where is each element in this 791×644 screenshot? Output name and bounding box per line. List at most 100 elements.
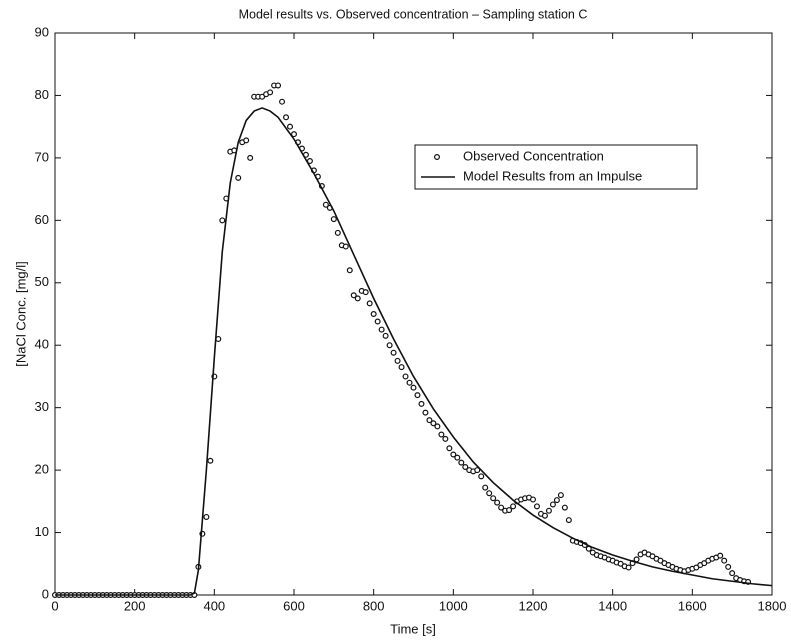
observed-point — [430, 420, 437, 427]
observed-point — [275, 82, 282, 89]
x-tick-label: 0 — [51, 598, 58, 613]
observed-point — [533, 503, 540, 510]
observed-point — [334, 229, 341, 236]
x-tick-label: 800 — [363, 598, 385, 613]
observed-point — [458, 459, 465, 466]
observed-point — [717, 552, 724, 559]
observed-point — [426, 417, 433, 424]
observed-point — [394, 357, 401, 364]
observed-point — [565, 517, 572, 524]
observed-point — [625, 564, 632, 571]
observed-point — [346, 267, 353, 274]
observed-point — [462, 463, 469, 470]
observed-point — [490, 495, 497, 502]
observed-point — [410, 384, 417, 391]
observed-point — [291, 131, 298, 138]
x-tick-label: 600 — [283, 598, 305, 613]
y-tick-label: 70 — [35, 149, 49, 164]
y-tick-label: 20 — [35, 462, 49, 477]
observed-point — [370, 311, 377, 318]
observed-point — [478, 473, 485, 480]
observed-point — [529, 496, 536, 503]
observed-point — [374, 318, 381, 325]
x-tick-label: 1600 — [678, 598, 707, 613]
observed-point — [247, 154, 254, 161]
plot-frame — [54, 32, 773, 596]
observed-point — [721, 557, 728, 564]
observed-point — [561, 504, 568, 511]
observed-point — [219, 217, 226, 224]
observed-point — [422, 409, 429, 416]
legend-marker — [434, 154, 441, 161]
observed-point — [482, 484, 489, 491]
observed-point — [354, 295, 361, 302]
x-tick-label: 1400 — [598, 598, 627, 613]
observed-point — [267, 89, 274, 96]
observed-point — [330, 216, 337, 223]
x-tick-label: 1200 — [519, 598, 548, 613]
observed-point — [633, 556, 640, 563]
observed-point — [549, 501, 556, 508]
observed-point — [474, 467, 481, 474]
y-tick-label: 10 — [35, 524, 49, 539]
observed-point — [450, 451, 457, 458]
y-tick-label: 80 — [35, 87, 49, 102]
y-tick-label: 50 — [35, 274, 49, 289]
observed-point — [510, 503, 517, 510]
observed-point — [486, 490, 493, 497]
observed-point — [287, 123, 294, 130]
observed-point — [494, 499, 501, 506]
observed-point — [386, 342, 393, 349]
observed-point — [434, 423, 441, 430]
observed-point — [729, 570, 736, 577]
observed-point — [454, 454, 461, 461]
observed-point — [398, 364, 405, 371]
x-tick-label: 400 — [203, 598, 225, 613]
observed-point — [207, 457, 214, 464]
observed-point — [418, 400, 425, 407]
y-tick-label: 0 — [42, 586, 49, 601]
observed-point — [557, 492, 564, 499]
legend-label: Model Results from an Impulse — [463, 168, 642, 183]
chart-title: Model results vs. Observed concentration… — [239, 7, 588, 21]
observed-point — [498, 504, 505, 511]
y-tick-label: 90 — [35, 24, 49, 39]
observed-point — [725, 563, 732, 570]
y-axis-label: [NaCl Conc. [mg/l] — [13, 261, 28, 366]
observed-point — [390, 349, 397, 356]
observed-point — [446, 445, 453, 452]
observed-point — [362, 289, 369, 296]
observed-point — [366, 300, 373, 307]
observed-point — [545, 507, 552, 514]
legend-box — [414, 144, 698, 190]
observed-point — [414, 392, 421, 399]
legend-label: Observed Concentration — [463, 148, 604, 163]
observed-point — [541, 512, 548, 519]
observed-point — [378, 326, 385, 333]
observed-point — [203, 513, 210, 520]
observed-point — [342, 243, 349, 250]
observed-point — [442, 435, 449, 442]
observed-point — [350, 292, 357, 299]
observed-point — [402, 373, 409, 380]
observed-point — [553, 497, 560, 504]
observed-point — [322, 201, 329, 208]
observed-point — [406, 379, 413, 386]
model-line — [55, 107, 773, 596]
x-axis-label: Time [s] — [390, 621, 436, 636]
x-tick-label: 1000 — [439, 598, 468, 613]
y-tick-label: 40 — [35, 337, 49, 352]
observed-point — [283, 114, 290, 121]
x-tick-label: 1800 — [758, 598, 787, 613]
y-tick-label: 30 — [35, 399, 49, 414]
observed-point — [438, 431, 445, 438]
y-tick-label: 60 — [35, 212, 49, 227]
observed-point — [506, 507, 513, 514]
observed-point — [243, 137, 250, 144]
observed-point — [279, 98, 286, 105]
observed-point — [382, 332, 389, 339]
observed-point — [235, 174, 242, 181]
x-tick-label: 200 — [124, 598, 146, 613]
